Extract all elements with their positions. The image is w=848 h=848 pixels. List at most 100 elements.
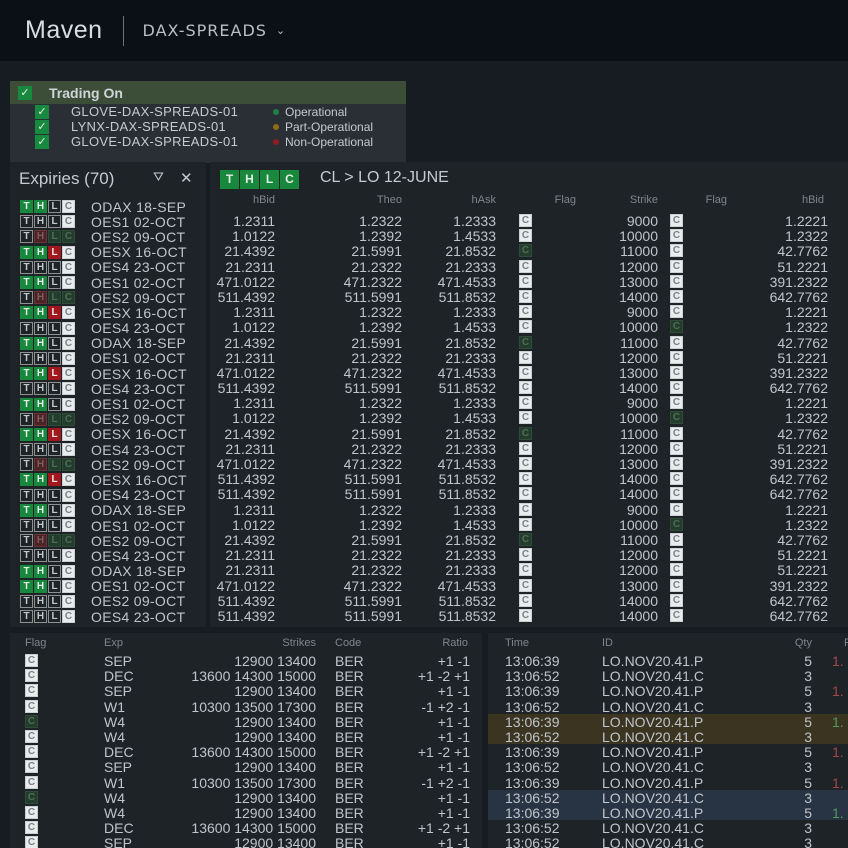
pricing-row[interactable]: 511.4392511.5991511.8532THLC14000THLC642…	[217, 592, 828, 609]
trade-row[interactable]: 13:06:52 LO.NOV20.41.C 3	[488, 728, 848, 745]
column-ratio[interactable]: Ratio	[442, 637, 468, 649]
pricing-row[interactable]: 511.4392511.5991511.8532THLC14000THLC642…	[217, 380, 828, 397]
expiry-row[interactable]: T H L C OESX 16-OCT	[20, 244, 187, 260]
pricing-row[interactable]: 21.231121.232221.2333THLC12000THLC51.222…	[225, 562, 828, 579]
column-time[interactable]: Time	[505, 637, 530, 649]
expiry-row[interactable]: T H L C ODAX 18-SEP	[20, 199, 187, 215]
expiry-row[interactable]: T H L C OES4 23-OCT	[20, 442, 187, 458]
column-flag[interactable]: Flag	[25, 637, 47, 649]
pricing-row[interactable]: 471.0122471.2322471.4533THLC13000THLC391…	[216, 577, 828, 594]
trade-row[interactable]: 13:06:39 LO.NOV20.41.P 5 1.	[488, 683, 848, 699]
pricing-row[interactable]: 21.439221.599121.8532THLC11000THLC42.776…	[224, 425, 828, 442]
trade-row[interactable]: 13:06:39 LO.NOV20.41.P 5 1.	[488, 744, 848, 760]
expiry-row[interactable]: T H L C OESX 16-OCT	[20, 472, 187, 488]
expiry-row[interactable]: T H L C OESX 16-OCT	[20, 426, 187, 442]
trade-row[interactable]: 13:06:52 LO.NOV20.41.C 3	[488, 820, 848, 836]
pricing-row[interactable]: 471.0122471.2322471.4533THLC13000THLC391…	[216, 273, 828, 290]
expiry-row[interactable]: T H L C ODAX 18-SEP	[20, 335, 187, 351]
column-flag-2[interactable]: Flag	[705, 194, 727, 206]
expiry-row[interactable]: T H L C OES4 23-OCT	[20, 259, 187, 275]
pricing-row[interactable]: 471.0122471.2322471.4533THLC13000THLC391…	[216, 364, 828, 381]
client-row[interactable]: ✓ LYNX-DAX-SPREADS-01 Part-Operational	[35, 119, 406, 134]
pricing-row[interactable]: 21.439221.599121.8532THLC11000THLC42.776…	[224, 531, 828, 548]
trade-row[interactable]: 13:06:39 LO.NOV20.41.P 5 1.	[488, 713, 848, 730]
client-checkbox[interactable]: ✓	[35, 104, 49, 119]
expiry-row[interactable]: T H L C OES2 09-OCT	[20, 533, 187, 549]
column-exp[interactable]: Exp	[104, 637, 123, 649]
trade-row[interactable]: 13:06:52 LO.NOV20.41.C 3	[488, 759, 848, 775]
product-selector[interactable]: DAX-SPREADS	[142, 21, 267, 40]
trade-row[interactable]: 13:06:39 LO.NOV20.41.P 5 1.	[488, 653, 848, 669]
column-strike[interactable]: Strike	[629, 194, 658, 206]
expiry-row[interactable]: T H L C ODAX 18-SEP	[20, 502, 187, 518]
column-id[interactable]: ID	[602, 637, 613, 649]
expiry-row[interactable]: T H L C OES1 02-OCT	[20, 578, 187, 594]
trade-row[interactable]: 13:06:39 LO.NOV20.41.P 5 1.	[488, 775, 848, 791]
pricing-row[interactable]: 511.4392511.5991511.8532THLC14000THLC642…	[217, 471, 828, 488]
expiry-row[interactable]: T H L C ODAX 18-SEP	[20, 563, 187, 579]
trading-on-checkbox[interactable]: ✓	[18, 85, 32, 100]
expiry-row[interactable]: T H L C OES1 02-OCT	[20, 396, 187, 412]
client-checkbox[interactable]: ✓	[35, 119, 49, 134]
expiry-row[interactable]: T H L C OES1 02-OCT	[20, 518, 187, 534]
column-price[interactable]: P	[844, 637, 848, 649]
client-row[interactable]: ✓ GLOVE-DAX-SPREADS-01 Operational	[35, 104, 406, 119]
pricing-row[interactable]: 511.4392511.5991511.8532THLC14000THLC642…	[217, 607, 828, 624]
column-hbid[interactable]: hBid	[252, 194, 275, 206]
expiry-row[interactable]: T H L C OES1 02-OCT	[20, 350, 187, 366]
pricing-row[interactable]: 21.231121.232221.2333THLC12000THLC51.222…	[225, 440, 828, 457]
trade-row[interactable]: 13:06:39 LO.NOV20.41.P 5 1.	[488, 804, 848, 821]
trade-row[interactable]: 13:06:52 LO.NOV20.41.C 3	[488, 668, 848, 684]
pricing-row[interactable]: 21.231121.232221.2333THLC12000THLC51.222…	[225, 547, 828, 564]
expiry-row[interactable]: T H L C OES4 23-OCT	[20, 320, 187, 336]
expiry-row[interactable]: T H L C OES2 09-OCT	[20, 457, 187, 473]
expiry-row[interactable]: T H L C OES2 09-OCT	[20, 229, 187, 245]
column-code[interactable]: Code	[335, 637, 362, 649]
expiry-row[interactable]: T H L C OES4 23-OCT	[20, 609, 187, 625]
expiry-row[interactable]: T H L C OES4 23-OCT	[20, 548, 187, 564]
column-strikes[interactable]: Strikes	[282, 637, 316, 649]
filter-icon[interactable]: ⛛	[153, 170, 164, 185]
client-row[interactable]: ✓ GLOVE-DAX-SPREADS-01 Non-Operational	[35, 134, 406, 149]
expiry-row[interactable]: T H L C OES4 23-OCT	[20, 487, 187, 503]
client-checkbox[interactable]: ✓	[35, 134, 49, 149]
expiry-row[interactable]: T H L C OES2 09-OCT	[20, 593, 187, 609]
pricing-row[interactable]: 21.231121.232221.2333THLC12000THLC51.222…	[225, 349, 828, 366]
pricing-row[interactable]: 21.439221.599121.8532THLC11000THLC42.776…	[224, 334, 828, 351]
